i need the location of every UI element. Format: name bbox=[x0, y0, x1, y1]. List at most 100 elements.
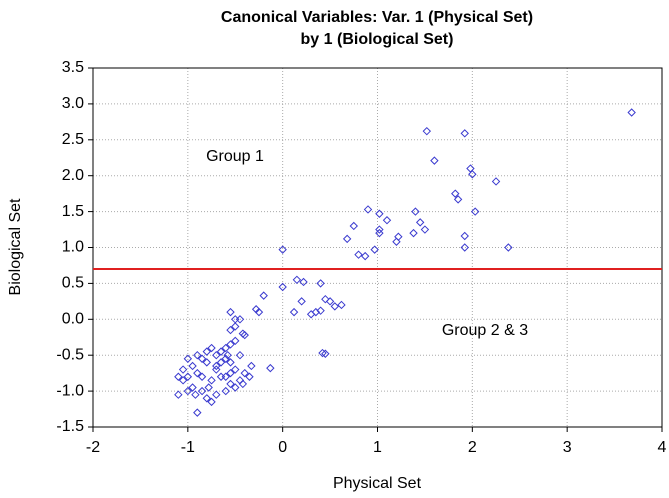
x-axis-label: Physical Set bbox=[333, 475, 422, 492]
point bbox=[422, 126, 432, 136]
point bbox=[193, 368, 202, 378]
point bbox=[325, 297, 335, 306]
point bbox=[245, 372, 254, 381]
x-tick-label: -1 bbox=[181, 439, 195, 456]
point bbox=[297, 297, 306, 306]
point bbox=[330, 302, 340, 311]
point bbox=[212, 361, 221, 371]
point bbox=[292, 275, 302, 285]
point bbox=[204, 383, 213, 392]
point bbox=[231, 322, 240, 331]
point bbox=[191, 390, 200, 399]
point bbox=[382, 216, 392, 225]
point bbox=[207, 397, 216, 407]
point bbox=[460, 129, 469, 138]
annotation: Group 1 bbox=[206, 148, 264, 165]
x-tick-label: 2 bbox=[468, 439, 477, 456]
point bbox=[491, 177, 501, 186]
point bbox=[226, 340, 235, 349]
point bbox=[188, 383, 197, 392]
y-tick-label: 2.0 bbox=[62, 167, 84, 184]
point bbox=[240, 368, 249, 378]
point bbox=[375, 228, 384, 238]
point bbox=[370, 245, 379, 254]
point bbox=[337, 300, 346, 310]
point bbox=[392, 237, 401, 246]
point bbox=[349, 221, 358, 231]
point bbox=[415, 218, 425, 227]
point bbox=[183, 372, 193, 381]
point bbox=[375, 209, 384, 218]
y-tick-label: 1.5 bbox=[62, 203, 84, 220]
point bbox=[318, 348, 327, 358]
point bbox=[468, 170, 477, 179]
y-tick-label: -1.0 bbox=[56, 382, 84, 399]
annotation: Group 2 & 3 bbox=[442, 322, 528, 339]
point bbox=[360, 251, 370, 261]
point bbox=[409, 228, 418, 238]
point bbox=[212, 390, 221, 399]
x-tick-label: 1 bbox=[373, 439, 382, 456]
point bbox=[254, 307, 264, 317]
point bbox=[197, 386, 207, 396]
point bbox=[235, 350, 245, 360]
point bbox=[278, 282, 287, 292]
point bbox=[453, 195, 463, 204]
point bbox=[354, 250, 363, 259]
y-tick-label: 1.0 bbox=[62, 239, 84, 256]
point bbox=[306, 310, 316, 319]
point bbox=[226, 307, 235, 317]
point bbox=[202, 347, 212, 356]
x-tick-label: 3 bbox=[563, 439, 572, 456]
point bbox=[223, 350, 232, 360]
point bbox=[278, 245, 287, 254]
point bbox=[197, 372, 207, 381]
point bbox=[311, 307, 321, 317]
point bbox=[411, 207, 420, 216]
y-tick-label: -1.5 bbox=[56, 418, 84, 435]
point bbox=[212, 350, 221, 360]
point bbox=[183, 354, 193, 363]
y-axis-label: Biological Set bbox=[7, 198, 24, 296]
point bbox=[316, 306, 325, 315]
point bbox=[321, 349, 330, 358]
point bbox=[430, 156, 439, 165]
point bbox=[197, 354, 207, 363]
point bbox=[321, 294, 330, 304]
point bbox=[247, 361, 256, 371]
point bbox=[202, 394, 212, 403]
point bbox=[470, 207, 480, 216]
point bbox=[231, 336, 240, 346]
point bbox=[504, 243, 513, 252]
point bbox=[174, 390, 183, 399]
point bbox=[240, 330, 249, 340]
point bbox=[202, 358, 212, 367]
point bbox=[226, 368, 235, 378]
point bbox=[216, 358, 226, 367]
point bbox=[216, 347, 226, 356]
point bbox=[238, 379, 248, 389]
point bbox=[226, 358, 235, 367]
point bbox=[221, 343, 230, 353]
plot-frame bbox=[92, 67, 663, 428]
point bbox=[193, 408, 202, 417]
point bbox=[299, 277, 308, 287]
point bbox=[231, 365, 240, 374]
y-tick-label: 3.5 bbox=[62, 59, 84, 76]
point bbox=[342, 234, 352, 244]
chart-title: by 1 (Biological Set) bbox=[301, 31, 454, 48]
point bbox=[627, 108, 636, 117]
point bbox=[212, 365, 221, 374]
point bbox=[375, 225, 384, 234]
point bbox=[216, 372, 226, 381]
point bbox=[460, 243, 469, 252]
point bbox=[178, 376, 188, 385]
x-tick-label: 4 bbox=[658, 439, 667, 456]
point bbox=[420, 225, 430, 234]
y-tick-label: 0.0 bbox=[62, 311, 84, 328]
point bbox=[363, 205, 373, 214]
y-tick-label: 2.5 bbox=[62, 131, 84, 148]
point bbox=[193, 350, 202, 360]
point bbox=[231, 383, 240, 392]
